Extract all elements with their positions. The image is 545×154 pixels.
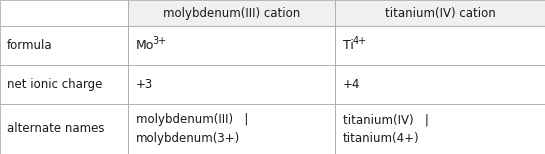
Text: Ti: Ti xyxy=(343,39,354,52)
Text: alternate names: alternate names xyxy=(7,122,105,136)
Bar xyxy=(0,0,128,26)
Text: titanium(IV) cation: titanium(IV) cation xyxy=(385,6,495,20)
Bar xyxy=(335,0,545,26)
Bar xyxy=(0,65,128,104)
Text: molybdenum(III) cation: molybdenum(III) cation xyxy=(163,6,300,20)
Text: 3+: 3+ xyxy=(152,36,166,45)
Bar xyxy=(128,0,335,26)
Text: formula: formula xyxy=(7,39,53,52)
Text: +4: +4 xyxy=(343,78,360,91)
Text: titanium(IV)   |
titanium(4+): titanium(IV) | titanium(4+) xyxy=(343,113,429,145)
Text: +3: +3 xyxy=(136,78,153,91)
Bar xyxy=(128,104,335,154)
Bar xyxy=(335,26,545,65)
Text: molybdenum(III)   |
molybdenum(3+): molybdenum(III) | molybdenum(3+) xyxy=(136,113,249,145)
Bar xyxy=(335,0,545,26)
Text: 4+: 4+ xyxy=(353,36,367,45)
Bar xyxy=(128,65,335,104)
Text: Mo: Mo xyxy=(136,39,154,52)
Bar xyxy=(335,65,545,104)
Bar xyxy=(0,104,128,154)
Text: net ionic charge: net ionic charge xyxy=(7,78,102,91)
Bar xyxy=(335,104,545,154)
Bar xyxy=(128,0,335,26)
Bar xyxy=(0,26,128,65)
Bar xyxy=(0,0,128,26)
Bar xyxy=(128,26,335,65)
